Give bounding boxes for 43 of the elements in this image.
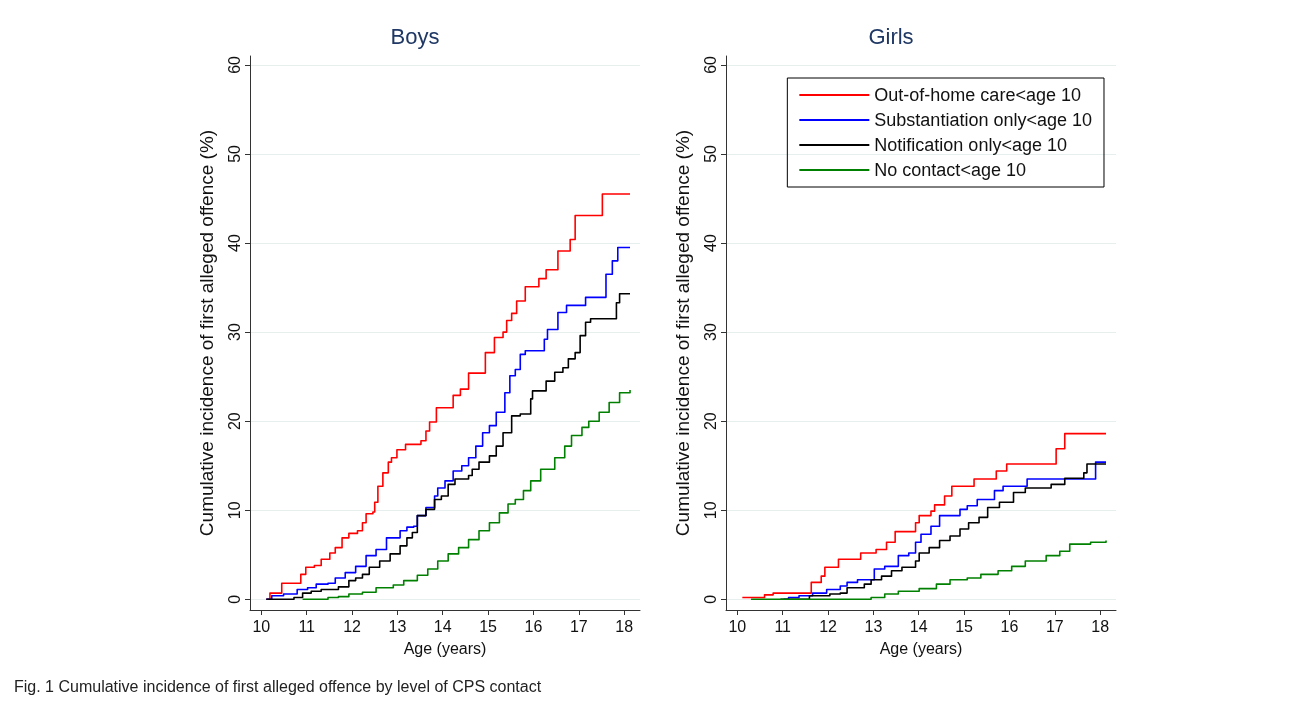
x-tick-label: 15 [479,617,498,635]
x-axis-title: Age (years) [403,639,487,657]
x-tick-label: 15 [955,617,974,635]
y-tick-label: 60 [701,55,719,74]
y-tick-label: 50 [701,144,719,163]
y-axis-title: Cumulative incidence of first alleged offence (%) [672,129,693,537]
y-tick-label: 40 [701,234,719,252]
y-tick-label: 10 [701,501,719,520]
x-tick-label: 11 [774,617,792,635]
x-tick-label: 11 [298,617,316,635]
y-tick-label: 50 [225,144,243,163]
x-tick-label: 12 [343,617,362,635]
caption: Fig. 1 Cumulative incidence of first alleged offence by level of CPS contact [14,678,542,696]
y-tick-label: 20 [225,412,243,431]
y-tick-label: 30 [225,323,243,342]
x-tick-label: 13 [388,617,407,635]
x-tick-label: 10 [252,617,271,635]
x-tick-label: 17 [1045,617,1064,635]
x-tick-label: 10 [728,617,747,635]
y-tick-label: 40 [225,234,243,252]
y-tick-label: 10 [225,501,243,520]
x-tick-label: 18 [1091,617,1110,635]
x-tick-label: 14 [433,617,452,635]
y-tick-label: 0 [701,594,719,604]
chart-title: Boys [390,23,440,49]
x-tick-label: 14 [909,617,928,635]
legend-label: No contact<age 10 [874,160,1026,180]
x-tick-label: 12 [819,617,838,635]
y-tick-label: 0 [225,594,243,604]
x-axis-title: Age (years) [879,639,963,657]
y-tick-label: 20 [701,412,719,431]
x-tick-label: 16 [524,617,543,635]
y-tick-label: 60 [225,55,243,74]
x-tick-label: 18 [615,617,634,635]
x-tick-label: 17 [569,617,588,635]
x-tick-label: 16 [1000,617,1019,635]
legend-label: Substantiation only<age 10 [874,110,1092,130]
legend-label: Out-of-home care<age 10 [874,85,1081,105]
x-tick-label: 13 [864,617,883,635]
y-axis-title: Cumulative incidence of first alleged offence (%) [196,129,217,537]
legend-label: Notification only<age 10 [874,135,1067,155]
y-tick-label: 30 [701,323,719,342]
chart-title: Girls [868,23,914,49]
